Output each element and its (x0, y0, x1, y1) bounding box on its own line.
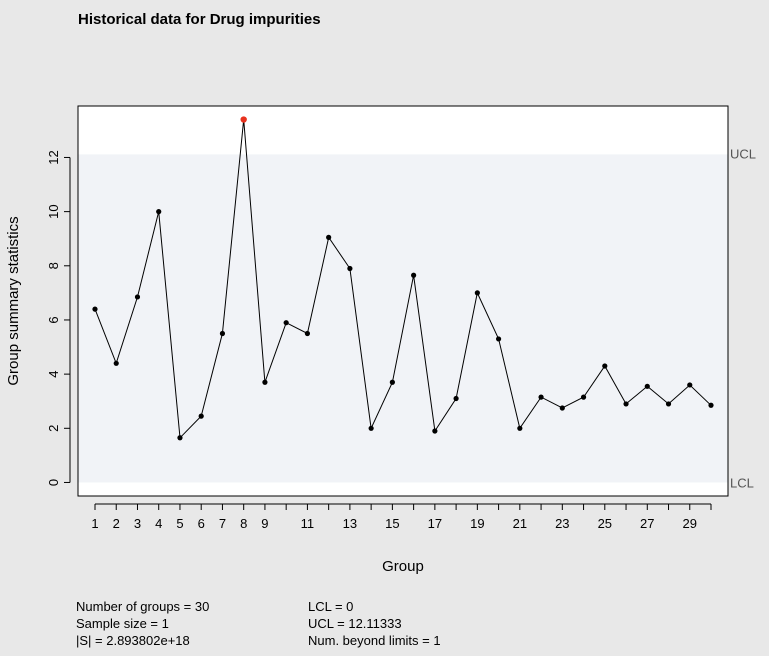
y-tick-label: 12 (46, 150, 61, 164)
data-point (411, 272, 417, 278)
x-tick-label: 4 (155, 516, 162, 531)
x-tick-label: 25 (598, 516, 612, 531)
x-tick-label: 6 (198, 516, 205, 531)
data-point (644, 383, 650, 389)
data-point (474, 290, 480, 296)
data-point (602, 363, 608, 369)
data-point (283, 320, 289, 326)
data-point-beyond-limit (240, 116, 247, 123)
data-point (326, 234, 332, 240)
stats-summary-right: LCL = 0 UCL = 12.11333 Num. beyond limit… (308, 598, 441, 649)
x-tick-label: 17 (428, 516, 442, 531)
stat-sample-size: Sample size = 1 (76, 616, 169, 631)
stat-beyond-limits: Num. beyond limits = 1 (308, 633, 441, 648)
data-point (538, 394, 544, 400)
in-control-band (78, 154, 728, 483)
data-point (495, 336, 502, 342)
stat-number-of-groups: Number of groups = 30 (76, 599, 210, 614)
data-point (453, 395, 459, 402)
x-tick-label: 21 (513, 516, 527, 531)
data-point (687, 382, 693, 388)
x-tick-label: 1 (91, 516, 98, 531)
x-tick-label: 5 (176, 516, 183, 531)
stat-determinant: |S| = 2.893802e+18 (76, 633, 190, 648)
x-tick-label: 11 (301, 516, 315, 531)
stats-summary-left: Number of groups = 30 Sample size = 1 |S… (76, 598, 209, 649)
stat-ucl: UCL = 12.11333 (308, 616, 402, 631)
data-point (580, 394, 587, 400)
x-tick-label: 13 (343, 516, 357, 531)
data-point (665, 401, 672, 407)
plot-border (77, 105, 729, 497)
x-tick-label: 2 (113, 516, 120, 531)
data-point (113, 360, 119, 366)
data-point (219, 330, 226, 337)
ucl-label: UCL (730, 146, 756, 161)
data-point (368, 425, 374, 431)
data-point (517, 425, 523, 431)
y-axis-label: Group summary statistics (5, 216, 22, 385)
data-point (92, 306, 98, 312)
x-tick-label: 19 (470, 516, 484, 531)
x-tick-label: 27 (640, 516, 654, 531)
x-tick-label: 7 (219, 516, 226, 531)
lcl-label: LCL (730, 475, 754, 490)
data-point (198, 413, 204, 419)
series-line (94, 119, 712, 439)
data-point (389, 379, 395, 385)
data-point (262, 379, 268, 385)
x-tick-label: 15 (385, 516, 399, 531)
data-point (177, 435, 183, 441)
y-tick-label: 10 (46, 204, 61, 218)
data-point (432, 428, 438, 434)
data-points (92, 116, 714, 441)
y-tick-label: 4 (46, 371, 61, 378)
x-tick-label: 9 (261, 516, 268, 531)
data-point (304, 330, 311, 337)
data-point (708, 402, 714, 408)
x-tick-label: 29 (683, 516, 697, 531)
chart-title: Historical data for Drug impurities (78, 11, 321, 28)
y-tick-label: 0 (46, 479, 61, 486)
x-tick-label: 23 (555, 516, 569, 531)
x-tick-label: 3 (134, 516, 141, 531)
x-axis: 1 2 3 4 5 6 7 8 9 11 13 15 17 19 21 23 25 27 29 (91, 503, 712, 531)
x-axis-label: Group (382, 558, 424, 575)
y-tick-label: 8 (46, 262, 61, 269)
data-point (559, 405, 565, 411)
data-point (623, 401, 629, 407)
data-point (156, 209, 162, 215)
stat-lcl: LCL = 0 (308, 599, 354, 614)
y-axis: 0 2 4 6 8 10 12 (46, 150, 71, 486)
x-tick-label: 8 (240, 516, 247, 531)
y-tick-label: 6 (46, 316, 61, 323)
data-point (134, 294, 141, 300)
y-tick-label: 2 (46, 425, 61, 432)
data-point (347, 265, 353, 272)
